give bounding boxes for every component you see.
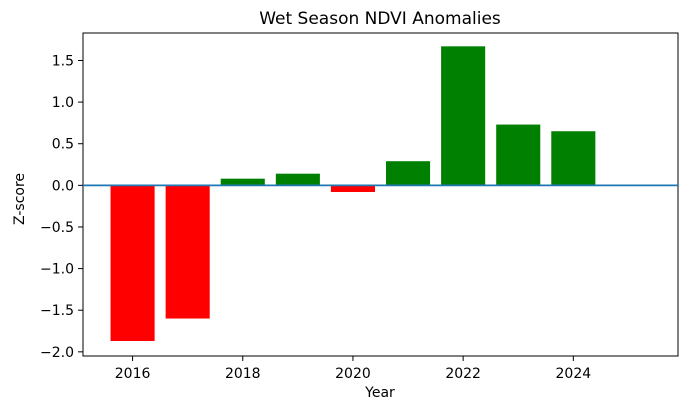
bar-2019 [275, 173, 320, 186]
y-tick-label: 1.0 [52, 95, 74, 111]
y-axis-ticks: −2.0 −1.5 −1.0 −0.5 0.0 0.5 1.0 1.5 [40, 53, 83, 361]
bar-2024 [551, 131, 596, 186]
x-axis-ticks: 2016 2018 2020 2022 2024 [115, 356, 591, 382]
bar-2021 [386, 161, 431, 186]
x-tick-label: 2016 [115, 366, 151, 382]
bar-2020 [330, 185, 375, 193]
y-tick-label: −0.5 [40, 220, 74, 236]
y-axis-label: Z-score [12, 173, 28, 225]
y-tick-label: −1.5 [40, 303, 74, 319]
bar-2017 [165, 185, 210, 319]
x-tick-label: 2018 [225, 366, 261, 382]
y-tick-label: 1.5 [52, 53, 74, 69]
chart-title: Wet Season NDVI Anomalies [259, 9, 501, 29]
x-tick-label: 2024 [556, 366, 592, 382]
y-tick-label: 0.5 [52, 137, 74, 153]
bar-2023 [496, 124, 541, 186]
x-axis-label: Year [364, 385, 395, 401]
bar-group [110, 46, 596, 342]
bar-2016 [110, 185, 155, 342]
x-tick-label: 2020 [335, 366, 371, 382]
bar-2018 [220, 178, 265, 186]
y-tick-label: −2.0 [40, 345, 74, 361]
x-tick-label: 2022 [445, 366, 481, 382]
y-tick-label: −1.0 [40, 262, 74, 278]
y-tick-label: 0.0 [52, 178, 74, 194]
bar-2022 [441, 46, 486, 186]
